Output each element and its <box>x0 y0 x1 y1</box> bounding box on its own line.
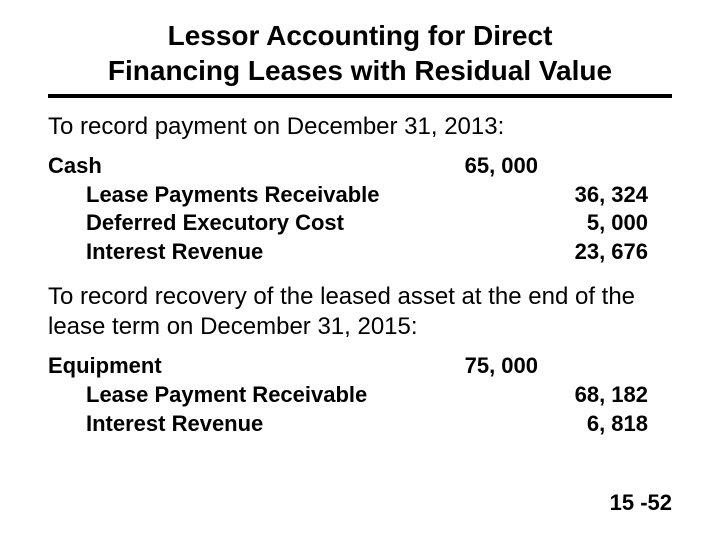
account-label: Lease Payments Receivable <box>48 181 428 210</box>
journal-entry-2: Equipment 75, 000 Lease Payment Receivab… <box>48 352 672 438</box>
journal-entry-1: Cash 65, 000 Lease Payments Receivable 3… <box>48 152 672 266</box>
account-label: Deferred Executory Cost <box>48 209 428 238</box>
journal-row: Interest Revenue 6, 818 <box>48 410 672 439</box>
title-line-1: Lessor Accounting for Direct <box>168 20 553 51</box>
account-label: Interest Revenue <box>48 410 428 439</box>
slide-title: Lessor Accounting for Direct Financing L… <box>48 18 672 94</box>
account-label: Cash <box>48 152 428 181</box>
credit-amount: 68, 182 <box>538 381 648 410</box>
journal-row: Cash 65, 000 <box>48 152 672 181</box>
journal-row: Equipment 75, 000 <box>48 352 672 381</box>
title-underline <box>48 94 672 98</box>
debit-amount: 65, 000 <box>428 152 538 181</box>
journal-row: Lease Payment Receivable 68, 182 <box>48 381 672 410</box>
journal-row: Deferred Executory Cost 5, 000 <box>48 209 672 238</box>
account-label: Lease Payment Receivable <box>48 381 428 410</box>
page-number: 15 -52 <box>610 490 672 516</box>
journal-row: Lease Payments Receivable 36, 324 <box>48 181 672 210</box>
journal-row: Interest Revenue 23, 676 <box>48 238 672 267</box>
credit-amount: 5, 000 <box>538 209 648 238</box>
section2-intro: To record recovery of the leased asset a… <box>48 282 672 342</box>
section1-intro: To record payment on December 31, 2013: <box>48 112 672 142</box>
debit-amount: 75, 000 <box>428 352 538 381</box>
credit-amount: 36, 324 <box>538 181 648 210</box>
account-label: Equipment <box>48 352 428 381</box>
credit-amount: 6, 818 <box>538 410 648 439</box>
title-line-2: Financing Leases with Residual Value <box>108 55 612 86</box>
credit-amount: 23, 676 <box>538 238 648 267</box>
account-label: Interest Revenue <box>48 238 428 267</box>
